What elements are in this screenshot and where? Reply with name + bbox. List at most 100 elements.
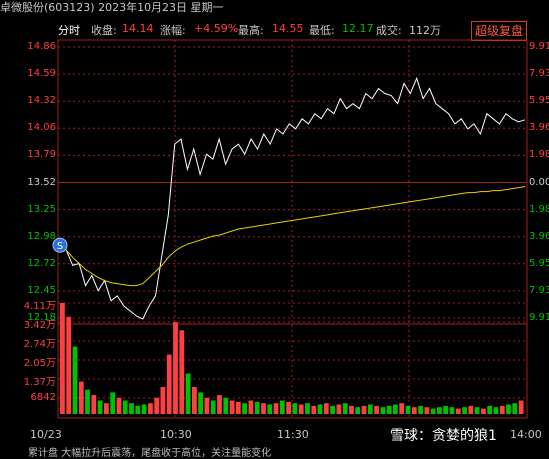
volume-bar xyxy=(437,407,442,414)
volume-bar xyxy=(323,403,329,414)
volume-bar xyxy=(166,354,172,414)
volume-bar xyxy=(292,403,298,414)
volume-bar xyxy=(462,407,467,414)
close-value: 14.14 xyxy=(122,22,154,35)
volume-bar xyxy=(355,407,361,414)
volume-bar xyxy=(254,401,260,414)
pct-tick-label: 3.96 xyxy=(529,230,549,242)
pct-tick-label: 7.93 xyxy=(529,284,549,296)
volume-tick-label: 2.05万 xyxy=(23,358,56,369)
volume-bar xyxy=(424,407,430,414)
volume-bar xyxy=(261,403,266,414)
pct-tick-label: 5.95 xyxy=(529,95,549,107)
price-tick-label: 12.18 xyxy=(27,312,56,323)
volume-bar xyxy=(443,405,449,414)
volume-bar xyxy=(160,387,166,414)
price-tick-label: 12.98 xyxy=(27,230,56,242)
volume-tick-label: 1.37万 xyxy=(23,377,56,388)
volume-bar xyxy=(235,401,241,414)
volume-bar xyxy=(342,403,348,414)
volume-bar xyxy=(204,397,210,414)
time-label: 10/23 xyxy=(30,428,62,441)
volume-tick-label: 2.74万 xyxy=(23,339,56,350)
volume-bar xyxy=(185,373,191,414)
volume-bar xyxy=(449,407,455,414)
volume-bar xyxy=(317,404,323,414)
volume-bar xyxy=(179,330,185,414)
volume-bar xyxy=(499,405,505,414)
volume-bar xyxy=(248,400,254,414)
volume-bar xyxy=(506,404,511,414)
volume-bar xyxy=(430,408,436,414)
change-label: 涨幅: xyxy=(160,24,186,37)
volume-bar xyxy=(141,404,147,414)
volume-bar xyxy=(468,405,474,414)
volume-tick-label: 4.11万 xyxy=(23,301,56,312)
window-title: 卓微股份(603123) 2023年10月23日 星期一 xyxy=(0,1,224,14)
volume-tick-label: 3.42万 xyxy=(23,320,56,331)
price-line xyxy=(59,76,526,320)
volume-bar xyxy=(210,400,216,414)
volume-bar xyxy=(405,405,411,414)
volume-bar xyxy=(173,322,178,414)
price-tick-label: 12.72 xyxy=(27,257,56,269)
volume-bar xyxy=(97,400,103,414)
volume-bar xyxy=(455,408,461,414)
price-tick-label: 13.52 xyxy=(27,176,56,188)
close-label: 收盘: xyxy=(91,24,117,37)
price-tick-label: 14.59 xyxy=(27,68,56,80)
pct-tick-label: 1.98 xyxy=(529,149,549,161)
volume-bar xyxy=(66,316,72,414)
volume-bar xyxy=(361,405,367,414)
volume-bar xyxy=(474,407,480,414)
volume-bar xyxy=(148,403,153,414)
volume-bar xyxy=(116,397,122,414)
volume-bar xyxy=(399,403,405,414)
price-tick-label: 12.45 xyxy=(27,284,56,296)
volume-bar xyxy=(273,403,279,414)
volume-bar xyxy=(110,392,116,414)
volume-bar xyxy=(217,395,222,414)
watermark: 雪球：贪婪的狼1 xyxy=(390,428,497,444)
low-label: 最低: xyxy=(309,24,335,37)
volume-bar xyxy=(411,407,417,414)
volume-bar xyxy=(286,401,291,414)
pct-tick-label: 0.00 xyxy=(529,176,549,188)
pct-tick-label: 1.98 xyxy=(529,203,549,215)
volume-bar xyxy=(374,405,379,414)
volume-bar xyxy=(104,403,109,414)
volume-bar xyxy=(380,407,386,414)
volume-bar xyxy=(512,403,518,414)
volume-bar xyxy=(135,405,141,414)
volume-bar xyxy=(78,381,84,414)
time-label: 14:00 xyxy=(510,428,542,441)
footer-text: 累计盘 大幅拉升后震荡，尾盘收于高位，关注量能变化 xyxy=(28,448,272,459)
volume-bar xyxy=(198,392,203,414)
volume-bar xyxy=(367,404,373,414)
low-value: 12.17 xyxy=(342,22,374,35)
volume-bar xyxy=(336,404,342,414)
high-value: 14.55 xyxy=(272,22,304,35)
price-tick-label: 14.86 xyxy=(27,41,56,52)
time-label: 10:30 xyxy=(160,428,192,441)
pct-tick-label: 7.93 xyxy=(529,68,549,80)
volume-bar xyxy=(393,404,398,414)
volume-bar xyxy=(267,404,273,414)
price-tick-label: 13.25 xyxy=(27,203,56,215)
volume-bar xyxy=(223,397,229,414)
volume-bar xyxy=(298,404,304,414)
volume-bar xyxy=(518,400,524,414)
volume-bar xyxy=(91,395,97,414)
volume-bar xyxy=(311,405,317,414)
tab-fenshi[interactable]: 分时 xyxy=(58,24,80,37)
volume-bar xyxy=(349,405,354,414)
volume-bar xyxy=(85,389,90,414)
volume-bar xyxy=(279,400,285,414)
volume-bar xyxy=(487,405,493,414)
volume-bar xyxy=(481,408,486,414)
volume-bar xyxy=(129,403,134,414)
volume-value: 112万 xyxy=(409,24,441,37)
volume-bar xyxy=(192,387,197,414)
volume-bar xyxy=(60,303,65,414)
